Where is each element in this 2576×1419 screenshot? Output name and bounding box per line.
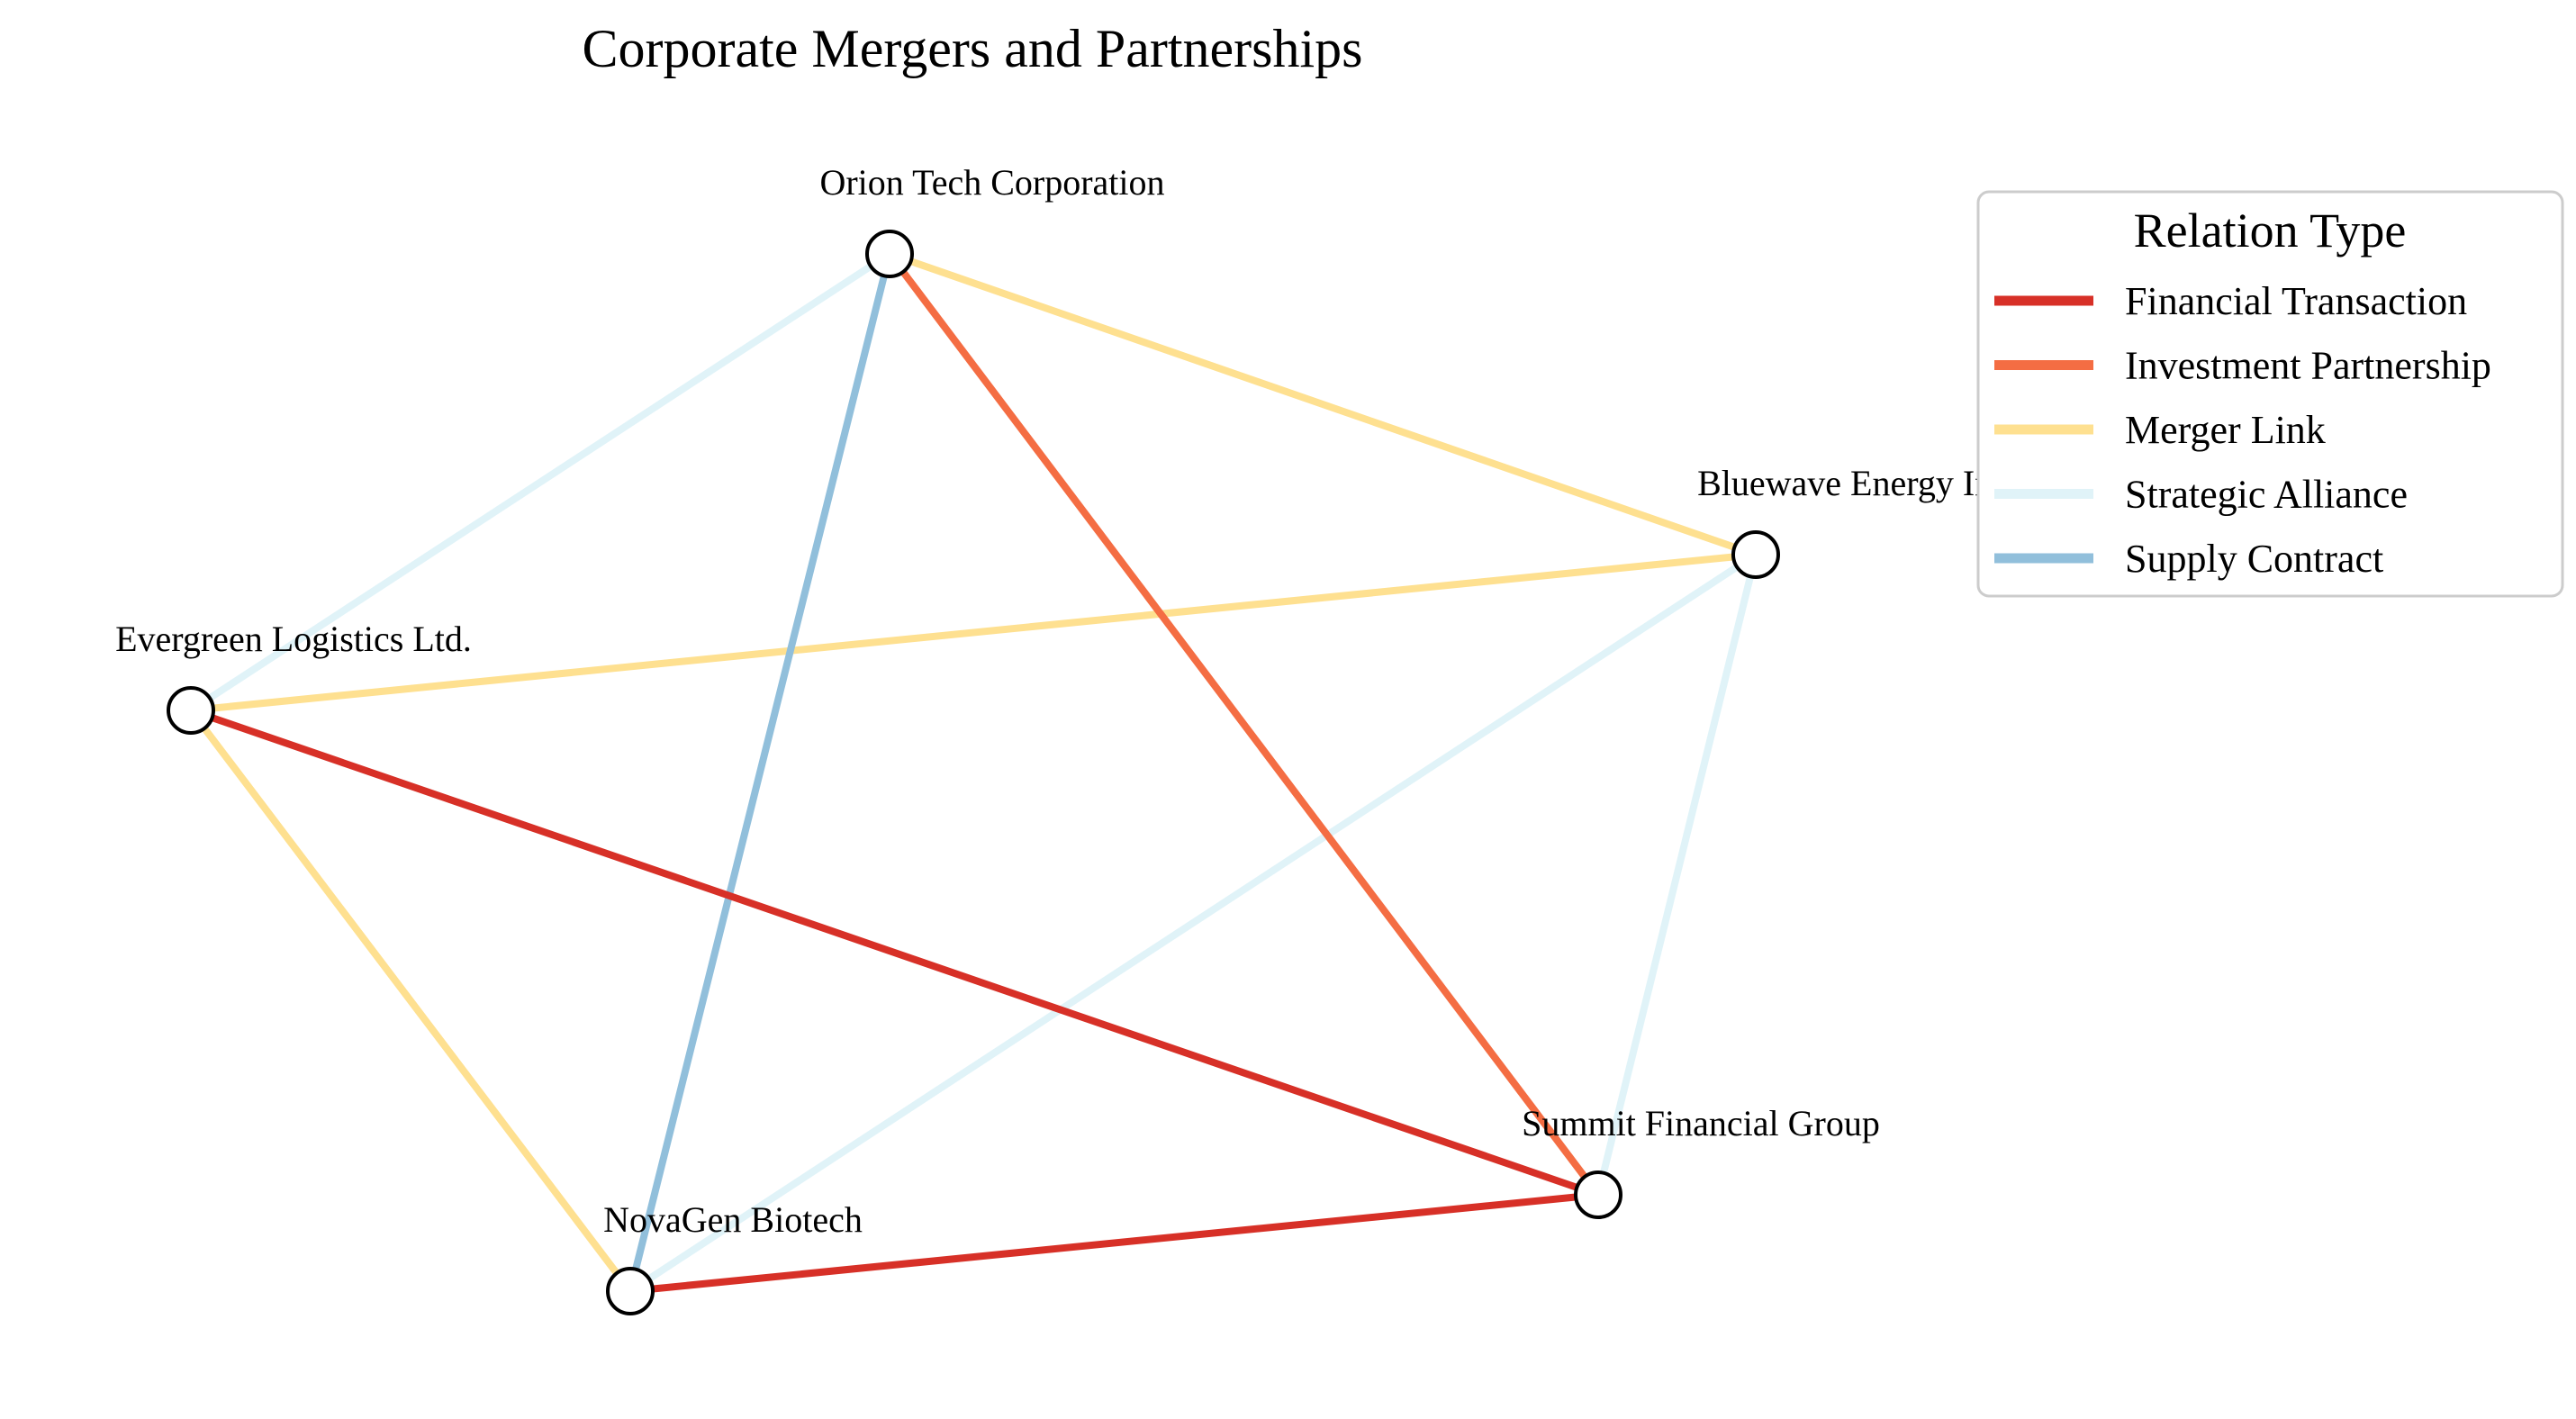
legend-label-supply-contract: Supply Contract [2125,537,2383,581]
node-bluewave: Bluewave Energy Inc. [1697,463,2018,579]
edge-evergreen-novagen-merger-link [187,708,634,1294]
nodes-layer: Orion Tech Corporation Bluewave Energy In… [115,162,2018,1315]
edge-orion-novagen-supply-contract [627,253,893,1292]
node-label-bluewave: Bluewave Energy Inc. [1697,463,2018,503]
node-circle-novagen [606,1267,655,1315]
legend-items: Financial Transaction Investment Partners… [1994,279,2491,581]
edge-novagen-summit-financial-transaction [629,1191,1599,1295]
edge-evergreen-bluewave-merger-link [190,551,1757,714]
legend-label-strategic-alliance: Strategic Alliance [2125,473,2408,517]
node-orion: Orion Tech Corporation [819,162,1165,278]
legend: Relation Type Financial Transaction Inves… [1976,190,2564,598]
node-label-novagen: NovaGen Biotech [603,1199,863,1240]
legend-frame [1976,190,2564,598]
node-circle-bluewave [1731,530,1780,579]
node-summit: Summit Financial Group [1522,1103,1880,1219]
node-circle-evergreen [167,686,215,735]
node-label-summit: Summit Financial Group [1522,1103,1880,1143]
edge-evergreen-summit-financial-transaction [189,707,1600,1198]
edge-orion-summit-investment-partnership [886,251,1602,1198]
legend-label-investment-partnership: Investment Partnership [2125,344,2491,388]
edge-bluewave-summit-strategic-alliance [1595,554,1759,1196]
node-label-orion: Orion Tech Corporation [819,162,1164,203]
node-label-evergreen: Evergreen Logistics Ltd. [115,619,472,659]
edges-layer [187,250,1759,1295]
legend-item-investment-partnership: Investment Partnership [1994,344,2491,388]
edge-orion-evergreen-strategic-alliance [188,250,892,714]
legend-item-supply-contract: Supply Contract [1994,537,2383,581]
legend-item-financial-transaction: Financial Transaction [1994,279,2467,323]
legend-label-financial-transaction: Financial Transaction [2125,279,2467,323]
legend-item-merger-link: Merger Link [1994,408,2326,452]
node-circle-summit [1574,1170,1622,1219]
diagram-title: Corporate Mergers and Partnerships [582,19,1362,78]
legend-label-merger-link: Merger Link [2125,408,2326,452]
legend-title: Relation Type [2134,203,2407,258]
node-evergreen: Evergreen Logistics Ltd. [115,619,472,735]
node-circle-orion [865,230,914,278]
legend-item-strategic-alliance: Strategic Alliance [1994,473,2408,517]
edge-bluewave-novagen-strategic-alliance [628,551,1758,1295]
node-novagen: NovaGen Biotech [603,1199,863,1315]
edge-orion-bluewave-merger-link [888,250,1758,558]
